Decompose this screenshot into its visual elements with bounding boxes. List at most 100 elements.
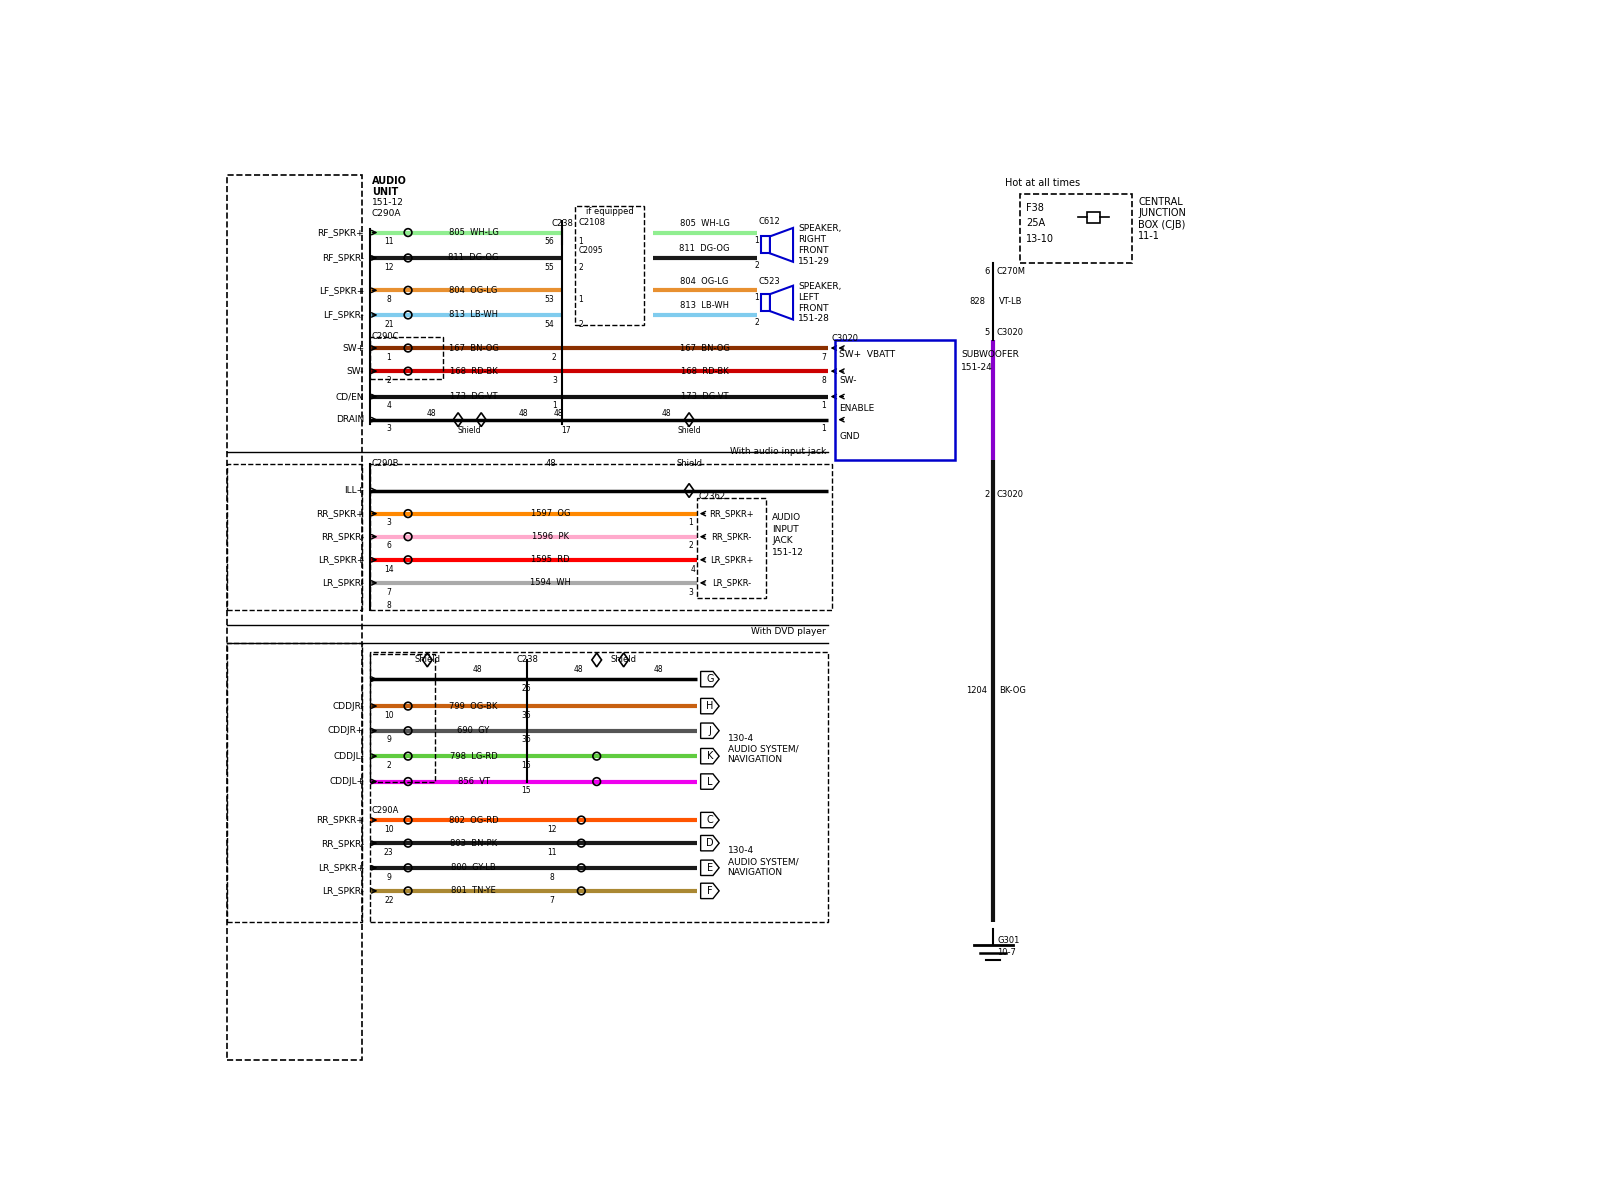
Text: 803  BN-PK: 803 BN-PK	[450, 839, 498, 847]
Text: 25A: 25A	[1026, 218, 1045, 228]
Text: ENABLE: ENABLE	[840, 403, 875, 413]
Text: C2362: C2362	[698, 492, 725, 502]
Text: SW-: SW-	[347, 367, 365, 376]
Text: C290A: C290A	[371, 209, 402, 217]
Text: 1: 1	[755, 294, 760, 302]
Text: 48: 48	[518, 409, 528, 418]
Text: SPEAKER,: SPEAKER,	[798, 282, 842, 290]
Text: 1: 1	[552, 401, 557, 410]
Text: 48: 48	[554, 409, 563, 418]
Bar	[370, 336, 443, 379]
Text: 1204: 1204	[966, 686, 987, 695]
Text: 811  DG-OG: 811 DG-OG	[448, 253, 499, 263]
Text: 805  WH-LG: 805 WH-LG	[680, 218, 730, 228]
Text: 1597  OG: 1597 OG	[531, 509, 570, 518]
Text: BOX (CJB): BOX (CJB)	[1138, 220, 1186, 230]
Bar	[698, 498, 766, 599]
Text: 55: 55	[544, 263, 554, 271]
Text: C523: C523	[758, 276, 781, 286]
Text: UNIT: UNIT	[371, 187, 398, 197]
Text: JACK: JACK	[773, 536, 794, 545]
Text: GND: GND	[840, 432, 859, 442]
Text: F38: F38	[1026, 203, 1045, 212]
Text: 828: 828	[970, 298, 986, 306]
Text: 811  DG-OG: 811 DG-OG	[680, 245, 730, 253]
Text: RR_SPKR+: RR_SPKR+	[709, 509, 754, 518]
Text: SW-: SW-	[840, 376, 856, 385]
Text: 1594  WH: 1594 WH	[530, 578, 571, 587]
Text: 8: 8	[550, 872, 555, 882]
Text: 3: 3	[688, 588, 693, 596]
Bar	[370, 653, 827, 922]
Text: Shield: Shield	[677, 460, 702, 468]
Text: C612: C612	[758, 217, 781, 227]
Text: 10-7: 10-7	[997, 948, 1016, 958]
Text: 1595  RD: 1595 RD	[531, 556, 570, 564]
Text: CENTRAL: CENTRAL	[1138, 197, 1182, 206]
Polygon shape	[770, 228, 794, 262]
Text: G301: G301	[997, 936, 1019, 946]
Text: 173  DG-VT: 173 DG-VT	[680, 392, 728, 401]
Text: LR_SPKR+: LR_SPKR+	[318, 556, 365, 564]
Text: 151-12: 151-12	[371, 198, 403, 208]
Text: 151-29: 151-29	[798, 257, 830, 265]
Text: JUNCTION: JUNCTION	[1138, 209, 1186, 218]
Text: 6: 6	[984, 266, 989, 276]
Text: 12: 12	[547, 824, 557, 834]
Text: NAVIGATION: NAVIGATION	[728, 756, 782, 764]
Text: 48: 48	[573, 666, 582, 674]
Text: G: G	[706, 674, 714, 684]
Text: NAVIGATION: NAVIGATION	[728, 868, 782, 877]
Text: LR_SPKR-: LR_SPKR-	[712, 578, 750, 587]
Text: 22: 22	[384, 895, 394, 905]
Text: C238: C238	[550, 218, 573, 228]
Text: 13-10: 13-10	[1026, 234, 1054, 244]
Text: FRONT: FRONT	[798, 246, 829, 254]
Text: 12: 12	[384, 263, 394, 271]
Text: Shield: Shield	[611, 655, 637, 665]
Text: 35: 35	[522, 710, 531, 720]
Text: 1: 1	[387, 353, 390, 361]
Text: D: D	[706, 838, 714, 848]
Text: 798  LG-RD: 798 LG-RD	[450, 751, 498, 761]
Text: With DVD player: With DVD player	[752, 626, 826, 636]
Bar	[760, 236, 770, 253]
Text: 2: 2	[688, 541, 693, 551]
Text: Shield: Shield	[677, 426, 701, 434]
Text: 1: 1	[688, 518, 693, 527]
Text: BK-OG: BK-OG	[1000, 686, 1026, 695]
Text: 2: 2	[552, 353, 557, 361]
Bar	[835, 341, 955, 460]
Text: LR_SPKR-: LR_SPKR-	[322, 578, 365, 587]
Text: 9: 9	[386, 872, 392, 882]
Text: CD/EN: CD/EN	[336, 392, 365, 401]
Text: With audio input jack: With audio input jack	[730, 448, 826, 456]
Text: 14: 14	[384, 564, 394, 574]
Text: 7: 7	[821, 353, 826, 361]
Text: 805  WH-LG: 805 WH-LG	[448, 228, 499, 238]
Text: 813  LB-WH: 813 LB-WH	[680, 301, 730, 310]
Text: 1: 1	[755, 235, 760, 245]
Text: 1: 1	[578, 238, 582, 246]
Text: CDDJR-: CDDJR-	[333, 702, 365, 710]
Text: 15: 15	[522, 786, 531, 796]
Text: 801  TN-YE: 801 TN-YE	[451, 887, 496, 895]
Polygon shape	[770, 286, 794, 319]
Text: J: J	[709, 726, 712, 736]
Text: 3: 3	[386, 518, 392, 527]
Bar	[760, 294, 770, 311]
Text: 48: 48	[472, 666, 482, 674]
Text: FRONT: FRONT	[798, 304, 829, 312]
Text: 11-1: 11-1	[1138, 232, 1160, 241]
Text: if equipped: if equipped	[586, 208, 634, 216]
Text: CDDJL-: CDDJL-	[333, 751, 365, 761]
Text: LR_SPKR-: LR_SPKR-	[322, 887, 365, 895]
Text: 48: 48	[661, 409, 670, 418]
Text: SUBWOOFER: SUBWOOFER	[962, 349, 1019, 359]
Text: 799  OG-BK: 799 OG-BK	[450, 702, 498, 710]
Text: 2: 2	[387, 376, 390, 385]
Text: C3020: C3020	[832, 335, 859, 343]
Text: 2: 2	[578, 263, 582, 271]
Text: SW+: SW+	[342, 343, 365, 353]
Text: ILL+: ILL+	[344, 486, 365, 494]
